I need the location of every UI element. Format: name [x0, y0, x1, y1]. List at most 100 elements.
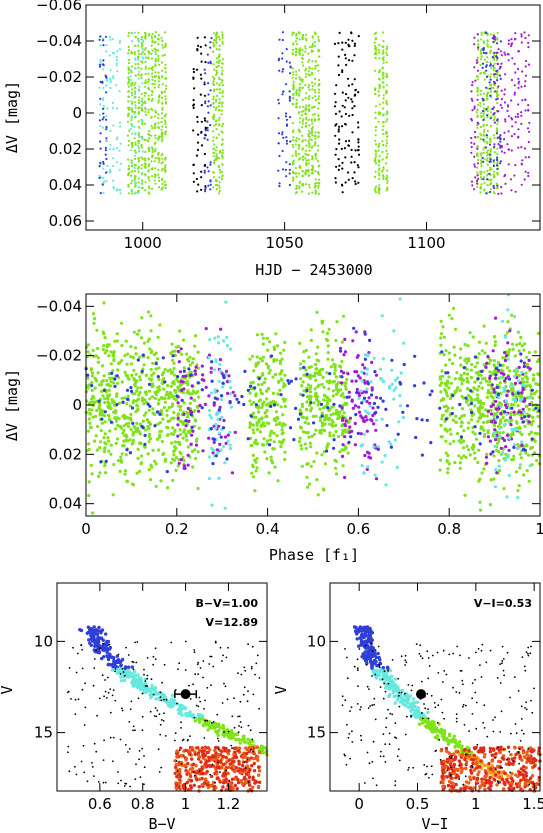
data-point	[212, 95, 215, 98]
data-point	[516, 404, 520, 408]
data-point	[344, 181, 347, 184]
data-point	[386, 118, 389, 121]
data-point	[139, 336, 144, 340]
data-point	[163, 367, 167, 372]
data-point	[493, 62, 496, 65]
data-point	[151, 361, 155, 365]
data-point	[221, 42, 224, 45]
data-point	[360, 464, 364, 468]
data-point	[109, 380, 113, 384]
data-point	[495, 76, 498, 79]
data-point	[154, 167, 157, 170]
data-point	[382, 40, 385, 43]
data-point	[106, 382, 110, 386]
data-point	[150, 167, 153, 170]
data-point	[520, 440, 524, 444]
data-point	[486, 45, 490, 48]
data-point	[471, 84, 474, 87]
data-point	[216, 335, 220, 339]
data-point	[298, 90, 301, 93]
data-point	[186, 415, 190, 419]
data-point	[96, 356, 100, 360]
data-point	[201, 373, 205, 377]
data-point	[213, 113, 216, 116]
data-point	[356, 431, 360, 435]
data-point	[485, 151, 489, 154]
data-point	[108, 645, 113, 650]
data-point	[493, 136, 496, 139]
data-point	[375, 31, 378, 34]
data-point	[442, 353, 446, 357]
data-point	[112, 164, 115, 168]
data-point	[112, 52, 116, 55]
data-point	[261, 402, 265, 406]
data-point	[215, 69, 218, 72]
data-point	[332, 372, 337, 376]
data-point	[308, 58, 311, 62]
data-point	[385, 100, 388, 103]
data-point	[102, 436, 106, 440]
data-point	[265, 414, 269, 419]
data-point	[164, 98, 167, 101]
data-point	[482, 420, 486, 425]
data-point	[102, 167, 105, 170]
data-point	[524, 80, 527, 83]
data-point	[307, 142, 311, 145]
data-point	[246, 437, 250, 441]
data-point	[142, 150, 145, 153]
data-point	[134, 151, 137, 154]
data-point	[314, 99, 318, 102]
data-point	[116, 107, 119, 110]
data-point	[493, 170, 496, 173]
data-point	[133, 53, 136, 56]
data-point	[164, 71, 167, 74]
data-point	[143, 390, 147, 394]
lightcurve-frame	[85, 4, 541, 231]
data-point	[98, 86, 101, 89]
data-point	[204, 185, 207, 188]
data-point	[301, 380, 305, 384]
data-point	[476, 126, 479, 129]
data-point	[482, 103, 485, 106]
data-point	[351, 113, 354, 117]
data-point	[483, 72, 486, 75]
data-point	[218, 184, 221, 187]
data-point	[195, 68, 199, 71]
data-point	[281, 149, 284, 153]
data-point	[341, 125, 344, 128]
data-point	[341, 464, 345, 468]
data-point	[310, 73, 314, 76]
data-point	[308, 174, 311, 177]
data-point	[127, 192, 130, 195]
data-point	[130, 132, 133, 135]
data-point	[483, 140, 486, 143]
data-point	[154, 71, 157, 74]
data-point	[317, 131, 320, 134]
data-point	[161, 76, 164, 79]
data-point	[212, 155, 215, 158]
data-point	[524, 156, 527, 159]
data-point	[294, 51, 298, 54]
data-point	[195, 404, 200, 409]
data-point	[488, 391, 493, 395]
data-point	[133, 346, 138, 350]
data-point	[492, 175, 495, 178]
data-point	[147, 97, 150, 100]
data-point	[499, 134, 502, 137]
data-point	[263, 377, 267, 381]
data-point	[192, 163, 195, 166]
data-point	[459, 373, 463, 377]
data-point	[217, 64, 220, 67]
data-point	[517, 379, 521, 383]
data-point	[118, 424, 122, 429]
data-point	[260, 405, 264, 409]
data-point	[385, 89, 388, 92]
data-point	[307, 86, 310, 89]
data-point	[125, 388, 130, 392]
data-point	[131, 179, 134, 182]
data-point	[357, 393, 361, 398]
data-point	[478, 500, 482, 504]
data-point	[338, 142, 341, 145]
data-point	[144, 411, 148, 415]
data-point	[523, 147, 527, 150]
